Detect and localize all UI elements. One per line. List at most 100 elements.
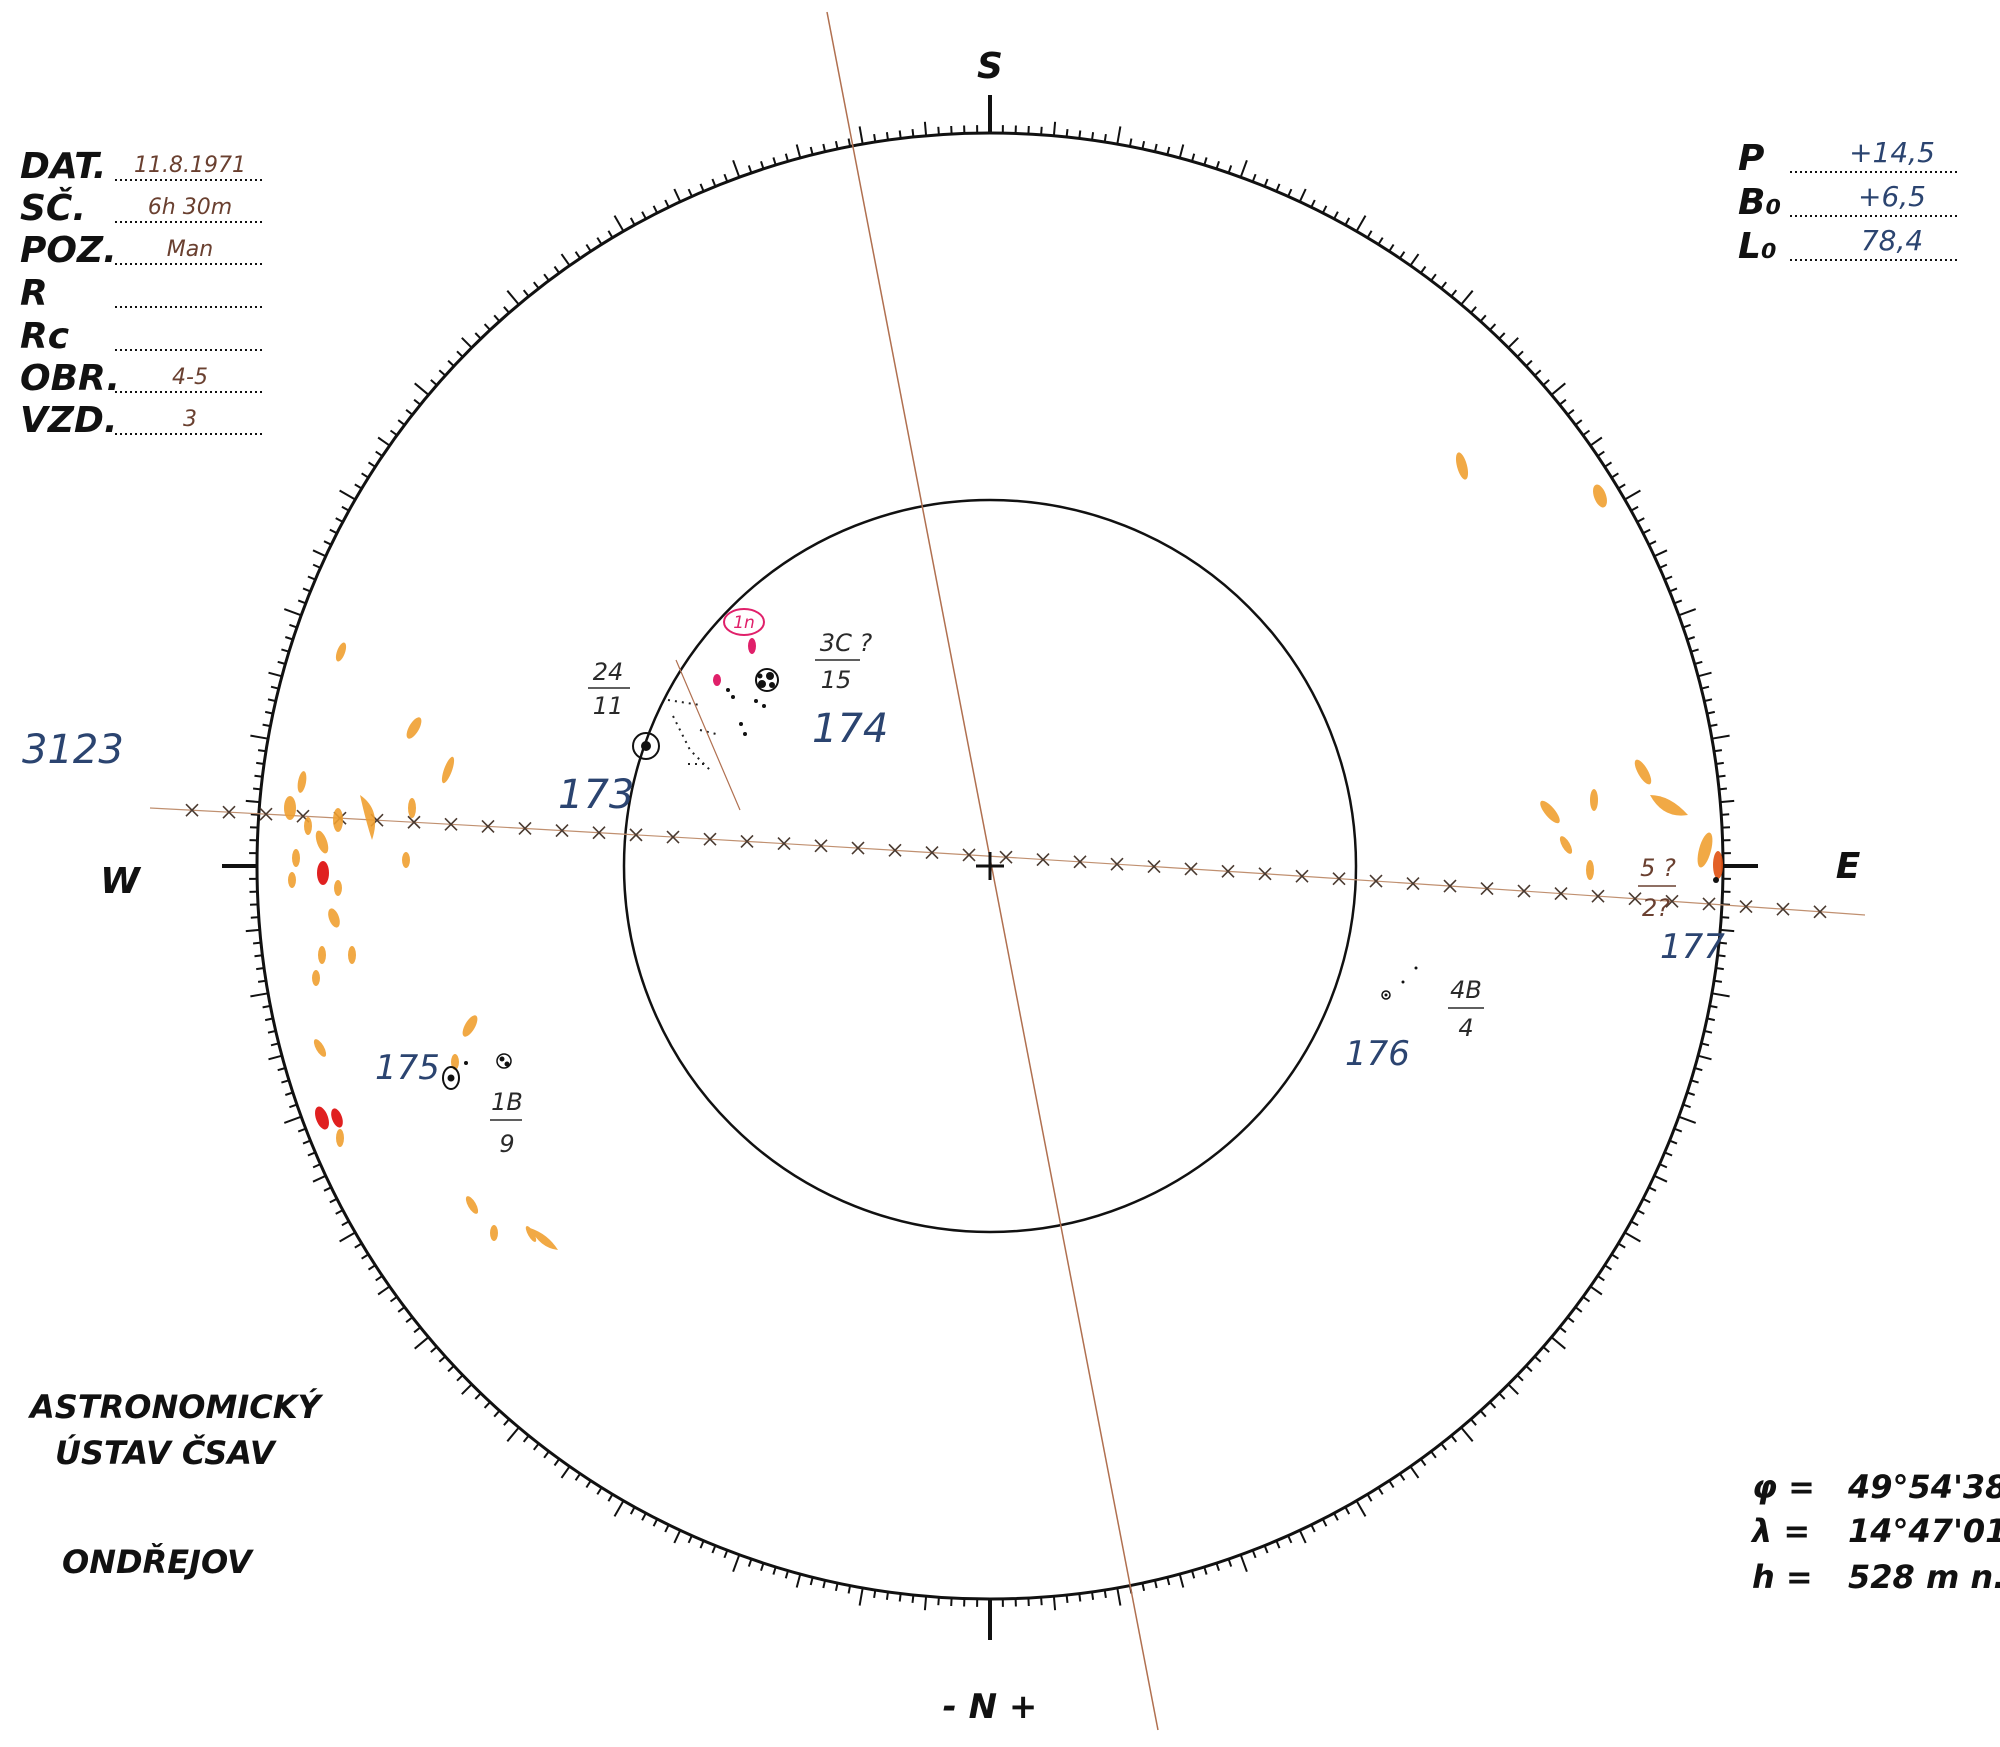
limb-tick bbox=[438, 369, 446, 377]
limb-tick bbox=[289, 623, 298, 629]
limb-tick bbox=[250, 734, 269, 740]
limb-tick bbox=[1333, 211, 1339, 220]
limb-tick bbox=[1116, 1587, 1122, 1606]
limb-tick bbox=[1409, 253, 1420, 267]
equator-mark bbox=[666, 830, 680, 844]
limb-tick bbox=[760, 1562, 765, 1572]
limb-tick bbox=[522, 1434, 530, 1443]
limb-tick bbox=[297, 599, 307, 605]
limb-tick bbox=[1203, 1566, 1208, 1575]
equator-mark bbox=[1295, 869, 1309, 883]
equator-mark bbox=[481, 819, 495, 833]
group-175-class-bottom: 9 bbox=[499, 1130, 514, 1158]
limb-tick bbox=[1470, 306, 1477, 314]
equator-mark bbox=[888, 843, 902, 857]
limb-tick bbox=[483, 1401, 491, 1409]
equator-cross-marks bbox=[185, 803, 1827, 919]
limb-tick bbox=[1715, 967, 1724, 971]
limb-tick bbox=[335, 1209, 344, 1215]
limb-tick bbox=[1287, 1535, 1293, 1544]
sunspot-group-176 bbox=[1381, 966, 1418, 1000]
limb-tick bbox=[809, 146, 814, 156]
limb-tick bbox=[245, 928, 260, 933]
limb-tick bbox=[1690, 648, 1699, 653]
limb-tick bbox=[250, 813, 259, 816]
limb-tick bbox=[687, 188, 693, 197]
limb-tick bbox=[1263, 178, 1269, 187]
limb-tick bbox=[1489, 323, 1497, 331]
limb-tick bbox=[1673, 1127, 1683, 1133]
limb-tick bbox=[1355, 1500, 1367, 1517]
limb-tick bbox=[1489, 1401, 1497, 1409]
limb-tick bbox=[1597, 450, 1605, 457]
limb-tick bbox=[1470, 1418, 1477, 1426]
limb-tick bbox=[1040, 1597, 1043, 1606]
limb-tick bbox=[1717, 774, 1726, 778]
limb-tick bbox=[1440, 1442, 1447, 1451]
limb-tick bbox=[1711, 734, 1730, 740]
limb-tick bbox=[329, 528, 338, 535]
limb-tick bbox=[1065, 128, 1069, 138]
limb-tick bbox=[254, 774, 263, 778]
header-left-label: DAT. bbox=[20, 146, 106, 187]
limb-tick bbox=[1275, 183, 1281, 192]
limb-tick bbox=[732, 1554, 741, 1573]
limb-tick bbox=[1713, 749, 1723, 753]
limb-tick bbox=[898, 1593, 902, 1602]
equator-mark bbox=[592, 826, 606, 840]
limb-tick bbox=[641, 211, 647, 220]
limb-tick bbox=[613, 215, 625, 232]
drawing-number: 3123 bbox=[22, 727, 124, 773]
limb-tick bbox=[560, 1465, 571, 1479]
limb-tick bbox=[1525, 1365, 1533, 1373]
limb-tick bbox=[1440, 281, 1447, 290]
limb-tick bbox=[1709, 1004, 1718, 1009]
limb-tick bbox=[1711, 992, 1730, 998]
limb-tick bbox=[711, 178, 717, 187]
limb-tick bbox=[284, 636, 294, 641]
limb-tick bbox=[1624, 489, 1641, 501]
limb-tick bbox=[389, 429, 398, 437]
limb-tick bbox=[1648, 1186, 1657, 1192]
limb-tick bbox=[250, 916, 259, 919]
limb-tick bbox=[1690, 1079, 1699, 1084]
limb-tick bbox=[1078, 1593, 1082, 1602]
limb-tick bbox=[1617, 483, 1626, 490]
limb-tick bbox=[1091, 1591, 1095, 1600]
limb-tick bbox=[1542, 1346, 1550, 1353]
limb-tick bbox=[1706, 710, 1716, 715]
limb-tick bbox=[1430, 1450, 1437, 1459]
limb-tick bbox=[397, 419, 406, 426]
limb-tick bbox=[1215, 160, 1220, 170]
limb-tick bbox=[822, 1579, 827, 1589]
limb-tick bbox=[1178, 1573, 1185, 1588]
limb-tick bbox=[1366, 1493, 1373, 1502]
equator-mark bbox=[296, 809, 310, 823]
limb-tick bbox=[1678, 608, 1697, 617]
header-right-value: 78,4 bbox=[1861, 224, 1923, 257]
limb-tick bbox=[1366, 230, 1373, 239]
header-right-label: L₀ bbox=[1738, 226, 1777, 267]
limb-tick bbox=[711, 1545, 717, 1554]
limb-tick bbox=[834, 1582, 839, 1592]
limb-tick bbox=[257, 749, 267, 753]
limb-tick bbox=[1450, 289, 1458, 298]
limb-tick bbox=[1709, 723, 1718, 728]
limb-tick bbox=[367, 1264, 376, 1271]
limb-tick bbox=[264, 710, 274, 715]
header-left-label: R bbox=[20, 273, 48, 314]
limb-tick bbox=[1310, 1524, 1316, 1533]
limb-tick bbox=[1682, 623, 1691, 629]
limb-tick bbox=[1479, 314, 1487, 322]
limb-tick bbox=[483, 323, 491, 331]
limb-tick bbox=[1507, 1383, 1519, 1395]
equator-mark bbox=[777, 837, 791, 851]
limb-tick bbox=[553, 265, 561, 274]
limb-tick bbox=[1715, 761, 1724, 765]
limb-tick bbox=[277, 1067, 286, 1072]
limb-tick bbox=[574, 1473, 581, 1481]
header-left-label: Rc bbox=[20, 316, 69, 357]
limb-tick bbox=[664, 1524, 670, 1533]
limb-tick bbox=[723, 173, 729, 183]
equator-mark bbox=[222, 805, 236, 819]
